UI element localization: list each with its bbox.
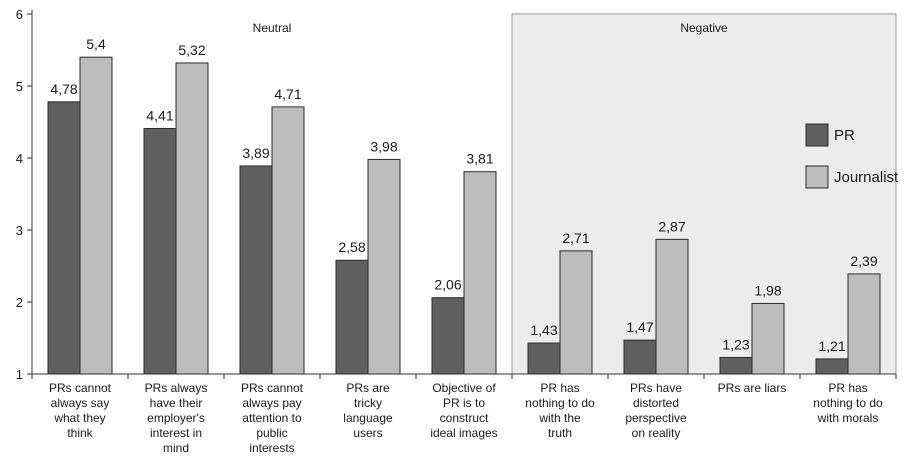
data-label-pr-3: 2,58: [338, 239, 365, 255]
bar-pr-8: [815, 358, 849, 375]
data-label-journalist-6: 2,87: [658, 218, 685, 234]
bar-pr-5: [527, 342, 561, 375]
bar-journalist-4: [463, 171, 497, 375]
bar-pr-4: [431, 297, 465, 375]
data-label-journalist-8: 2,39: [850, 253, 877, 269]
region-label-neutral: Neutral: [253, 21, 292, 35]
bar-pr-1: [143, 127, 177, 375]
data-label-journalist-2: 4,71: [274, 86, 301, 102]
bar-pr-7: [719, 356, 753, 375]
y-tick-label: 4: [16, 151, 23, 166]
bar-journalist-3: [367, 158, 401, 375]
data-label-pr-1: 4,41: [146, 107, 173, 123]
bar-journalist-5: [559, 250, 593, 375]
category-label-4: Objective of PR is to construct ideal image…: [430, 381, 497, 440]
bar-journalist-7: [751, 302, 785, 375]
bar-pr-2: [239, 165, 273, 375]
bar-pr-6: [623, 339, 657, 375]
data-label-journalist-4: 3,81: [466, 151, 493, 167]
y-tick-label: 6: [16, 7, 23, 22]
data-label-journalist-3: 3,98: [370, 138, 397, 154]
category-label-6: PRs have distorted perspective on reality: [625, 381, 687, 440]
bar-pr-0: [47, 101, 81, 375]
data-label-pr-8: 1,21: [818, 338, 845, 354]
y-tick-label: 1: [16, 367, 23, 382]
category-label-8: PR has nothing to do with morals: [813, 381, 883, 425]
bar-journalist-6: [655, 238, 689, 375]
data-label-pr-2: 3,89: [242, 145, 269, 161]
bar-journalist-2: [271, 106, 305, 375]
category-label-7: PRs are liars: [718, 381, 787, 395]
legend-swatch-pr: [805, 123, 829, 147]
category-label-0: PRs cannot always say what they think: [49, 381, 112, 440]
bar-journalist-1: [175, 62, 209, 375]
y-axis: 1 2 3 4 5 6: [16, 7, 33, 382]
legend-swatch-journalist: [805, 165, 829, 189]
bar-pr-3: [335, 259, 369, 375]
data-label-pr-0: 4,78: [50, 81, 77, 97]
bar-journalist-0: [79, 56, 113, 375]
region-labels: Neutral Negative: [253, 21, 728, 35]
data-label-pr-7: 1,23: [722, 336, 749, 352]
region-label-negative: Negative: [680, 21, 728, 35]
y-tick-label: 3: [16, 223, 23, 238]
data-label-journalist-1: 5,32: [178, 42, 205, 58]
x-axis: [31, 373, 897, 379]
data-label-pr-6: 1,47: [626, 319, 653, 335]
bar-journalist-8: [847, 273, 881, 375]
legend: PR Journalist: [805, 123, 899, 189]
category-label-1: PRs always have their employer's interest i…: [145, 381, 208, 455]
data-labels: 4,78 4,41 3,89 2,58 2,06 1,43 1,47 1,23 1,21 5,4 5…: [50, 36, 877, 354]
bars: [47, 56, 881, 375]
category-label-2: PRs cannot always pay attention to public in…: [241, 381, 304, 455]
data-label-pr-4: 2,06: [434, 277, 461, 293]
legend-label-pr: PR: [834, 127, 855, 144]
category-label-3: PRs are tricky language users: [343, 381, 393, 440]
category-label-5: PR has nothing to do with the truth: [525, 381, 595, 440]
y-tick-label: 2: [16, 295, 23, 310]
category-labels: PRs cannot always say what they think PRs al…: [49, 381, 883, 455]
data-label-journalist-7: 1,98: [754, 282, 781, 298]
y-tick-label: 5: [16, 79, 23, 94]
data-label-journalist-5: 2,71: [562, 230, 589, 246]
data-label-journalist-0: 5,4: [86, 36, 106, 52]
data-label-pr-5: 1,43: [530, 322, 557, 338]
legend-label-journalist: Journalist: [834, 169, 899, 186]
